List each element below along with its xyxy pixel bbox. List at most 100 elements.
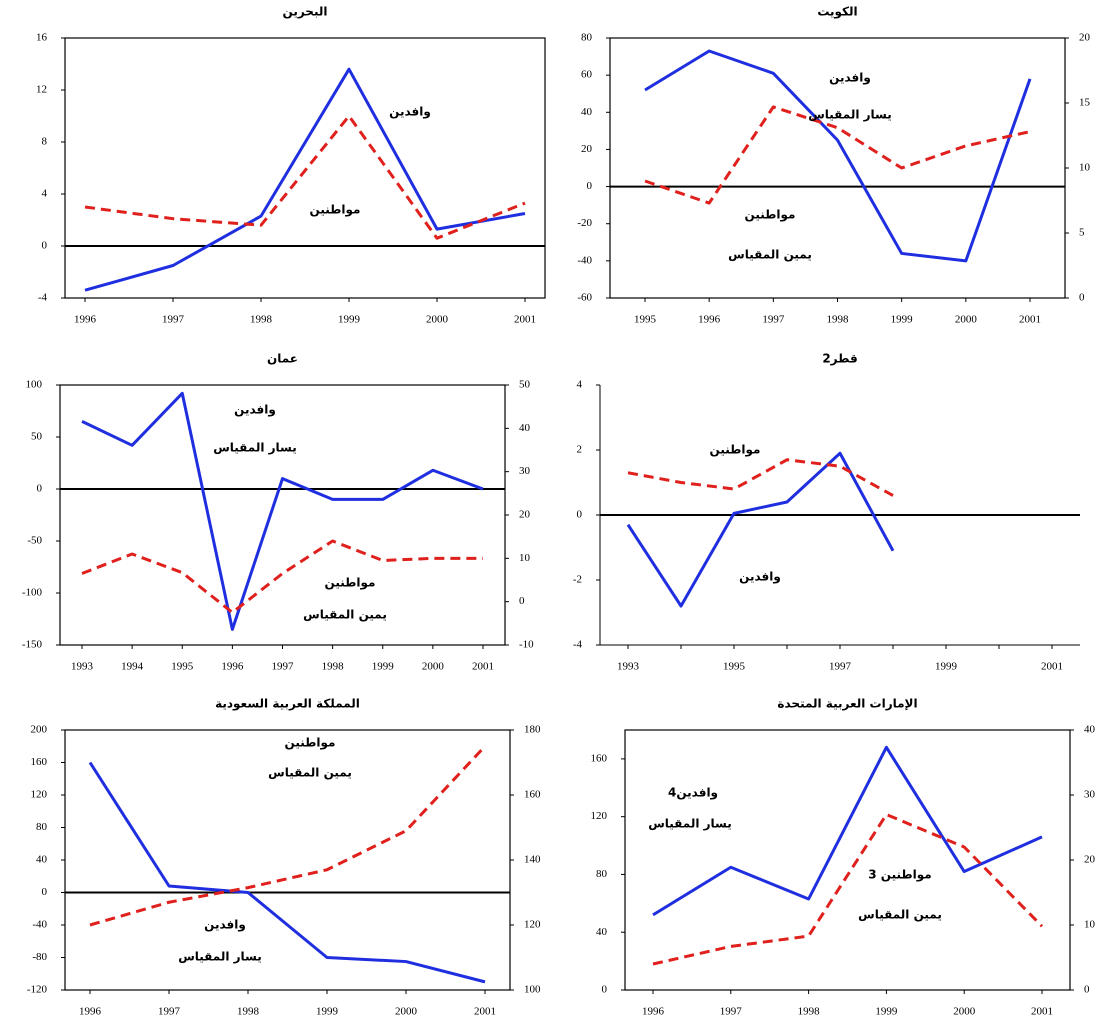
annotation: مواطنين (285, 736, 336, 751)
y2-tick-label: 30 (519, 465, 531, 477)
series-line (627, 458, 894, 497)
x-tick-label: 1998 (798, 1006, 821, 1018)
x-tick-label: 1997 (272, 661, 295, 673)
y2-tick-label: 160 (524, 789, 541, 801)
annotation: يسار المقياس (648, 817, 732, 831)
x-tick-label: 1997 (720, 1006, 743, 1018)
y-tick-label: 60 (581, 69, 593, 81)
x-tick-label: 1997 (829, 661, 852, 673)
y-tick-label: 4 (577, 379, 583, 391)
y2-tick-label: 15 (1079, 97, 1091, 109)
plot-frame (64, 37, 546, 299)
y2-tick-label: 10 (1079, 162, 1091, 174)
y-tick-label: 160 (31, 756, 48, 768)
y-tick-label: 80 (596, 868, 608, 880)
y2-tick-label: 20 (1079, 32, 1091, 44)
y-tick-label: 0 (602, 984, 608, 996)
y-tick-label: 40 (596, 926, 608, 938)
y-tick-label: 120 (591, 810, 608, 822)
y2-tick-label: 20 (1084, 854, 1096, 866)
chart-title: عمان (267, 352, 298, 366)
x-tick-label: 1996 (698, 314, 721, 326)
y2-tick-label: 140 (524, 854, 541, 866)
y2-tick-label: 180 (524, 724, 541, 736)
annotation: يسار المقياس (178, 950, 262, 964)
x-tick-label: 1997 (162, 314, 185, 326)
annotation: يسار المقياس (808, 108, 892, 122)
y-tick-label: 40 (36, 854, 48, 866)
chart-title: البحرين (283, 5, 328, 19)
y-tick-label: 0 (587, 180, 593, 192)
x-tick-label: 1999 (891, 314, 914, 326)
x-tick-label: 2000 (395, 1006, 418, 1018)
y2-tick-label: 0 (1084, 984, 1090, 996)
chart-title: الإمارات العربية المتحدة (777, 697, 917, 711)
annotation: مواطنين (710, 443, 761, 458)
plot-frame (624, 729, 1071, 991)
annotation: وافدين (389, 105, 431, 120)
y-tick-label: -80 (32, 951, 47, 963)
series-line (652, 745, 1043, 917)
y-tick-label: -120 (27, 984, 48, 996)
y-tick-label: 4 (42, 188, 48, 200)
y-tick-label: -20 (577, 217, 592, 229)
y-tick-label: -50 (27, 535, 42, 547)
y2-tick-label: -10 (519, 639, 534, 651)
series-line (81, 391, 484, 631)
annotation: يمين المقياس (303, 608, 387, 622)
x-tick-label: 1996 (642, 1006, 665, 1018)
y-tick-label: 80 (36, 821, 48, 833)
annotation: وافدين (829, 71, 871, 86)
annotation: وافدين4 (668, 786, 718, 801)
y-tick-label: -40 (577, 254, 592, 266)
annotation: وافدين (234, 403, 276, 418)
annotation: يمين المقياس (268, 766, 352, 780)
annotation: مواطنين (745, 208, 796, 223)
y2-tick-label: 10 (1084, 919, 1096, 931)
y-tick-label: 0 (37, 483, 43, 495)
x-tick-label: 1995 (171, 661, 194, 673)
x-tick-label: 1993 (71, 661, 94, 673)
x-tick-label: 1998 (827, 314, 850, 326)
series-line (644, 49, 1032, 263)
annotation: مواطنين (310, 203, 361, 218)
x-tick-label: 1998 (322, 661, 345, 673)
y2-tick-label: 0 (1079, 292, 1085, 304)
x-tick-label: 2001 (1041, 661, 1063, 673)
x-tick-label: 2000 (953, 1006, 976, 1018)
series-line (88, 761, 486, 984)
plot-frame (59, 384, 506, 646)
y2-tick-label: 100 (524, 984, 541, 996)
annotation: وافدين (739, 570, 781, 585)
annotation: يسار المقياس (213, 441, 297, 455)
y-tick-label: 16 (36, 32, 48, 44)
y-tick-label: 160 (591, 752, 608, 764)
annotation: يمين المقياس (728, 248, 812, 262)
x-tick-label: 1998 (237, 1006, 260, 1018)
x-tick-label: 1998 (250, 314, 273, 326)
y-tick-label: -40 (32, 919, 47, 931)
y2-tick-label: 5 (1079, 227, 1085, 239)
y-tick-label: 20 (581, 143, 593, 155)
y-tick-label: -2 (573, 574, 582, 586)
x-tick-label: 1999 (935, 661, 958, 673)
x-tick-label: 2001 (514, 314, 536, 326)
x-tick-label: 1999 (372, 661, 395, 673)
x-tick-label: 1997 (762, 314, 785, 326)
annotation: مواطنين 3 (868, 868, 932, 883)
y2-tick-label: 10 (519, 552, 531, 564)
y-tick-label: 80 (581, 32, 593, 44)
y-tick-label: 12 (36, 84, 47, 96)
y-tick-label: 2 (577, 444, 583, 456)
annotation: يمين المقياس (858, 908, 942, 922)
y-tick-label: 120 (31, 789, 48, 801)
x-tick-label: 2001 (1019, 314, 1041, 326)
x-tick-label: 2000 (955, 314, 978, 326)
x-tick-label: 1996 (79, 1006, 102, 1018)
y2-tick-label: 50 (519, 379, 531, 391)
y-tick-label: -100 (22, 587, 43, 599)
y-tick-label: 200 (31, 724, 48, 736)
series-line (84, 114, 526, 240)
y2-tick-label: 40 (519, 422, 531, 434)
